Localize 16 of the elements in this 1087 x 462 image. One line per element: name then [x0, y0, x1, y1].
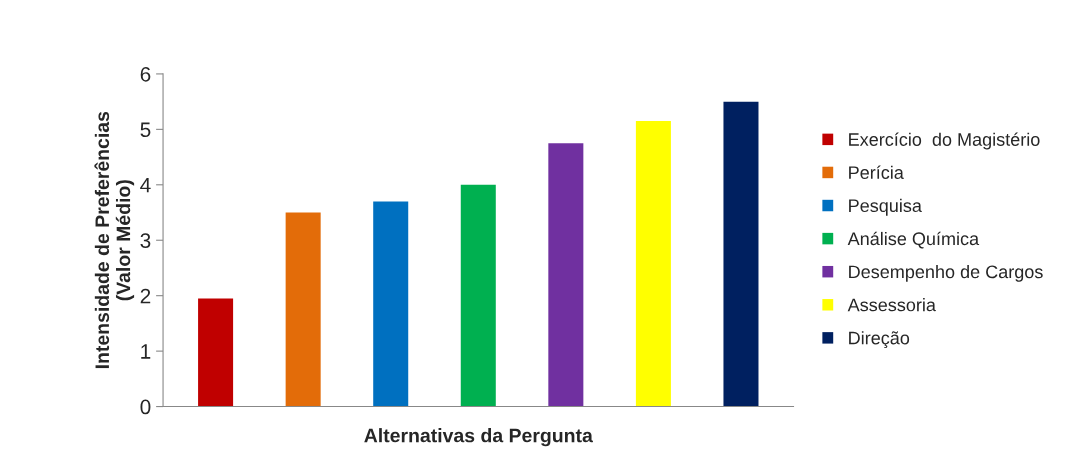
legend-label: Desempenho de Cargos [849, 264, 1043, 282]
y-tick-label: 4 [140, 178, 151, 193]
y-tick-label: 3 [140, 233, 151, 248]
y-tick-label: 2 [140, 288, 151, 304]
x-axis-title: Alternativas da Pergunta [364, 428, 593, 447]
y-tick-label: 6 [140, 66, 151, 82]
y-tick-label: 0 [140, 399, 151, 415]
legend-label: Assessoria [847, 298, 936, 312]
legend-label: Pesquisa [849, 198, 922, 216]
legend-label: Exercício do Magistério [849, 132, 1040, 150]
legend-label: Perícia [849, 165, 904, 179]
y-tick-label: 1 [141, 344, 151, 359]
legend-label: Direção [849, 331, 910, 349]
y-tick-label: 5 [140, 122, 151, 138]
legend-label: Análise Química [847, 231, 980, 249]
y-axis-title: Intensidade de Preferências (Valor Médio) [94, 111, 135, 369]
